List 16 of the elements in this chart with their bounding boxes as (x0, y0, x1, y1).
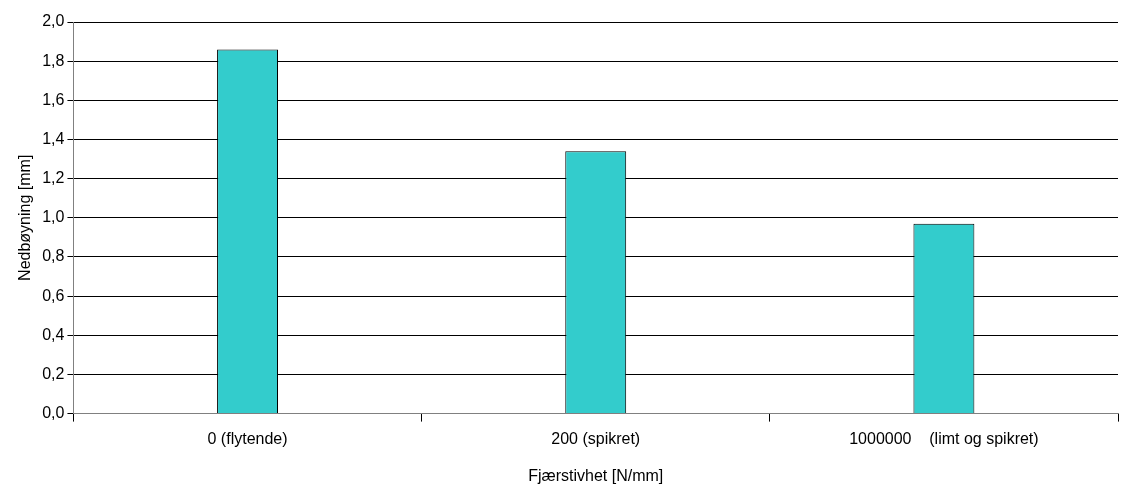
y-tick-label: 1,4 (42, 129, 65, 147)
y-tick-label: 1,6 (42, 90, 65, 108)
y-tick-label: 1,2 (42, 169, 65, 187)
y-tick-label: 0,6 (42, 286, 65, 304)
y-tick-label: 1,0 (42, 208, 65, 226)
x-tick-label: 0 (flytende) (207, 429, 288, 447)
y-tick-label: 0,4 (42, 325, 65, 343)
x-axis-title: Fjærstivhet [N/mm] (528, 466, 664, 484)
y-axis-title: Nedbøyning [mm] (16, 154, 34, 281)
y-tick-label: 0,8 (42, 247, 65, 265)
y-tick-label: 0,0 (42, 404, 65, 422)
y-tick-label: 0,2 (42, 364, 65, 382)
x-tick-label: 1000000 (limt og spikret) (849, 429, 1039, 447)
x-tick-label: 200 (spikret) (551, 429, 641, 447)
y-tick-label: 1,8 (42, 51, 65, 69)
y-tick-label: 2,0 (42, 12, 65, 30)
